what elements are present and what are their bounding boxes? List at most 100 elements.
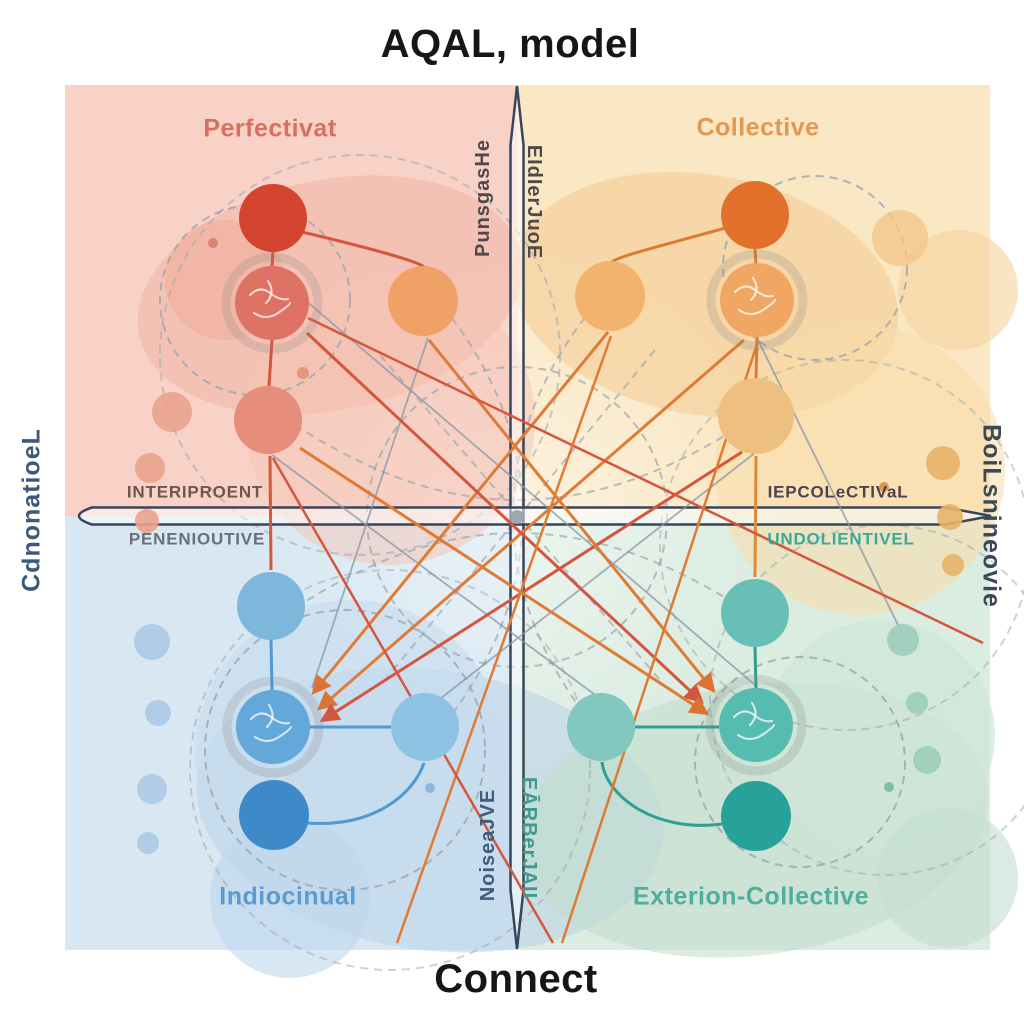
node-texture (733, 702, 775, 740)
cross-line (307, 316, 984, 645)
squiggle (737, 724, 775, 740)
horizontal-axis (77, 506, 992, 526)
right-edge-axis-label: BoiLsnineovie (977, 424, 1006, 608)
connector (610, 225, 730, 264)
connector (267, 339, 274, 387)
arrow-line (319, 450, 743, 723)
mid-label-top-right: IEPCOLeCTIVaL (767, 482, 909, 502)
mesh-line (304, 299, 756, 686)
dot (152, 392, 192, 432)
dashed-circle (189, 569, 591, 971)
dot (208, 238, 218, 248)
local-connectors (267, 225, 759, 827)
dot (872, 210, 928, 266)
node-ring (221, 252, 323, 354)
quadrant-label-bottom-left: Indiocinual (219, 882, 357, 911)
dashed-circle (659, 359, 1024, 731)
node-top-right-3-textured (720, 263, 794, 337)
quadrant-label-top-right: Collective (696, 113, 820, 142)
node-ring (222, 676, 324, 778)
diagram-title: AQAL, model (380, 22, 640, 66)
nodes (221, 181, 808, 851)
mesh-line (311, 337, 429, 689)
vertical-axis-word-bottom-left: NoiseaJVE (477, 788, 499, 902)
dot (887, 624, 919, 656)
cross-line (395, 335, 613, 944)
connector (301, 230, 426, 269)
node-top-left-3 (388, 266, 458, 336)
squiggle (250, 712, 290, 725)
dot (926, 446, 960, 480)
node-ring (706, 249, 808, 351)
vertical-axis-word-top-right: EIdIerJuoE (523, 144, 545, 260)
node-bottom-left-2-textured (236, 690, 310, 764)
quadrant-label-bottom-right: Exterion-Collective (633, 882, 869, 911)
node-ring (705, 674, 807, 776)
mesh-line (756, 337, 903, 634)
squiggle (750, 277, 758, 301)
dot (137, 832, 159, 854)
squiggle (265, 280, 273, 304)
arrow-line (299, 446, 710, 716)
dot (906, 692, 928, 714)
dashed-circle (694, 656, 906, 868)
node-bottom-left-3 (391, 693, 459, 761)
connector (753, 646, 758, 690)
node-texture (249, 280, 291, 318)
node-bottom-right-2 (567, 693, 635, 761)
arrow-line (317, 338, 745, 711)
squiggle (749, 702, 757, 726)
blob (765, 620, 995, 850)
connector (753, 455, 758, 578)
node-top-left-1 (239, 184, 307, 252)
dot (134, 624, 170, 660)
node-bottom-left-1 (237, 572, 305, 640)
squiggle (266, 704, 274, 728)
dashed-circle (159, 204, 351, 396)
center-origin-dot (510, 510, 524, 524)
arrow-line (305, 331, 704, 704)
connector (600, 761, 723, 827)
left-edge-axis-label: CdnonatioeL (17, 428, 46, 592)
node-top-right-4 (718, 378, 794, 454)
node-bottom-left-4 (239, 780, 309, 850)
node-top-left-4 (234, 386, 302, 454)
node-bottom-right-4 (721, 781, 791, 851)
node-top-right-2 (575, 261, 645, 331)
connector (269, 639, 274, 692)
diagram-bottom-title: Connect (434, 957, 598, 1001)
node-top-right-1 (721, 181, 789, 249)
dot (297, 367, 309, 379)
connector (306, 762, 426, 825)
connector (268, 455, 273, 571)
vertical-axis-word-bottom-right: EĀRBerJAII (518, 776, 540, 900)
squiggle (734, 285, 774, 298)
squiggle (733, 710, 773, 723)
dot (937, 504, 963, 530)
edge-dots (134, 210, 964, 854)
blob (898, 230, 1018, 350)
dot (135, 509, 159, 533)
blob (245, 275, 535, 565)
mesh-line (271, 454, 603, 701)
squiggle (738, 299, 776, 315)
mid-label-top-left: INTERIPROENT (126, 482, 264, 502)
cross-connection-lines (271, 316, 984, 944)
mid-label-bottom-right: UNDOLIENTIVEL (767, 529, 915, 549)
squiggle (253, 302, 291, 318)
dot (425, 783, 435, 793)
dot (913, 746, 941, 774)
node-top-left-2-textured (235, 266, 309, 340)
dot (942, 554, 964, 576)
arrow-line (311, 331, 610, 696)
squiggle (254, 726, 292, 742)
node-bottom-right-3-textured (719, 688, 793, 762)
blob (878, 808, 1018, 948)
mid-label-bottom-left: PENENIOUTIVE (128, 529, 266, 549)
connector (270, 251, 275, 268)
cross-line (560, 343, 759, 944)
quadrant-label-top-left: Perfectivat (203, 114, 337, 143)
blob (210, 818, 370, 978)
